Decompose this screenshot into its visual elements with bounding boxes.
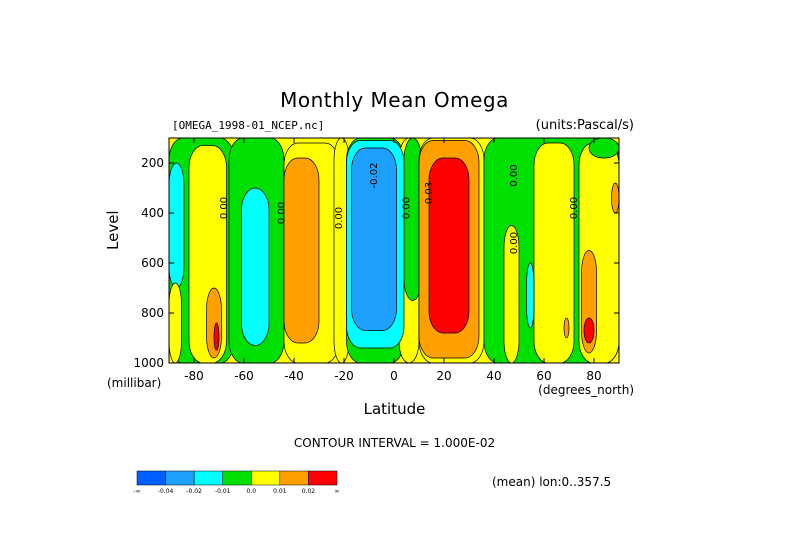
contour-label: 0.03	[424, 182, 435, 204]
contour-label: 0.00	[334, 207, 345, 229]
colorbar-label: 0.02	[302, 488, 316, 495]
x-axis-units: (degrees_north)	[538, 383, 634, 397]
y-axis-units: (millibar)	[107, 376, 162, 390]
colorbar-label: -0.01	[215, 488, 231, 495]
contour-region	[526, 262, 535, 329]
contour-region	[503, 225, 520, 363]
y-tick-label: 800	[141, 306, 164, 320]
y-tick-label: 1000	[133, 356, 164, 370]
contour-region	[213, 322, 220, 351]
x-tick-label: 40	[486, 369, 501, 383]
units-label: (units:Pascal/s)	[535, 118, 634, 133]
contour-label: 0.00	[509, 232, 520, 254]
colorbar-swatch	[251, 470, 281, 486]
contour-label: 0.00	[277, 202, 288, 224]
colorbar-swatch	[308, 470, 338, 486]
x-tick-label: -60	[234, 369, 254, 383]
contour-interval-label: CONTOUR INTERVAL = 1.000E-02	[293, 436, 496, 450]
colorbar-label: -∞	[133, 488, 140, 495]
contour-label: 0.00	[569, 197, 580, 219]
x-tick-label: -80	[184, 369, 204, 383]
colorbar-label: -0.02	[186, 488, 202, 495]
colorbar-swatch	[193, 470, 223, 486]
contour-region	[351, 147, 397, 331]
x-tick-label: 20	[436, 369, 451, 383]
x-tick-label: -20	[334, 369, 354, 383]
contour-region	[428, 157, 470, 334]
colorbar-label: -0.04	[158, 488, 174, 495]
contour-region	[588, 138, 619, 159]
contour-regions	[169, 138, 619, 363]
source-file-label: [OMEGA_1998-01_NCEP.nc]	[172, 119, 325, 132]
x-tick-label: 60	[536, 369, 551, 383]
contour-label: 0.00	[509, 164, 520, 186]
y-axis-label: Level	[104, 210, 122, 250]
y-tick-label: 400	[141, 206, 164, 220]
x-tick-label: -40	[284, 369, 304, 383]
chart-title: Monthly Mean Omega	[280, 88, 509, 112]
y-tick-label: 600	[141, 256, 164, 270]
contour-label: 0.00	[402, 197, 413, 219]
contour-region	[611, 182, 619, 214]
colorbar-swatch	[165, 470, 195, 486]
contour-region	[169, 162, 185, 289]
contour-label: -0.02	[369, 163, 380, 189]
x-tick-label: 0	[390, 369, 398, 383]
contour-region	[241, 187, 270, 346]
contour-region	[206, 287, 222, 359]
contour-region	[169, 282, 182, 363]
colorbar-swatch	[222, 470, 252, 486]
y-tick-label: 200	[141, 156, 164, 170]
colorbar-swatch	[136, 470, 166, 486]
colorbar-swatch	[279, 470, 309, 486]
x-tick-label: 80	[586, 369, 601, 383]
mean-note: (mean) lon:0..357.5	[492, 475, 612, 489]
colorbar-label: 0.01	[273, 488, 287, 495]
colorbar-label: ∞	[335, 488, 340, 495]
contour-region	[563, 317, 570, 339]
contour-region	[583, 317, 595, 344]
colorbar-label: 0.0	[247, 488, 257, 495]
contour-region	[283, 157, 320, 344]
contour-region	[533, 142, 575, 363]
contour-label: 0.00	[219, 197, 230, 219]
x-axis-label: Latitude	[363, 400, 426, 418]
